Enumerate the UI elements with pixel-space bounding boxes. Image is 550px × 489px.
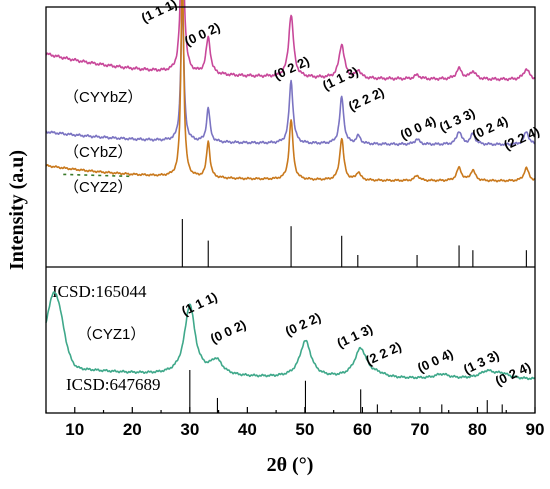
x-tick-label: 90: [526, 420, 545, 439]
series-accent: [63, 173, 133, 178]
x-tick-label: 20: [123, 420, 142, 439]
series-label: （CYZ2）: [64, 179, 132, 196]
x-tick-label: 10: [65, 420, 84, 439]
series-line: [45, 291, 536, 381]
miller-index-label: (0 2 2): [283, 310, 323, 339]
x-tick-label: 80: [468, 420, 487, 439]
x-axis: 10 20 30 40 50 60 70 80 90: [45, 407, 545, 439]
miller-index-label: (0 2 2): [271, 53, 311, 82]
series-line: [45, 0, 536, 183]
miller-index-label: (1 1 1): [139, 0, 179, 25]
miller-index-label: (0 0 4): [398, 113, 438, 142]
plot-area: （CYYbZ）（CYbZ）（CYZ2）ICSD:165044(1 1 1)(0 …: [45, 0, 542, 413]
miller-index-label: (1 1 3): [320, 64, 360, 93]
plot-frame: [45, 6, 536, 414]
reference-label: ICSD:647689: [66, 375, 160, 394]
series-label: （CYZ1）: [77, 326, 145, 343]
miller-index-label: (2 2 2): [363, 339, 403, 368]
x-tick-label: 60: [353, 420, 372, 439]
miller-index-label: (1 1 3): [335, 321, 375, 350]
miller-index-label: (0 2 4): [493, 359, 533, 388]
miller-index-label: (0 0 4): [415, 346, 455, 375]
miller-index-label: (2 2 2): [346, 84, 386, 113]
miller-index-label: (1 1 1): [179, 289, 219, 318]
miller-index-label: (0 0 2): [182, 19, 222, 48]
x-tick-label: 50: [295, 420, 314, 439]
series-label: （CYbZ）: [64, 144, 132, 161]
series-line: [45, 0, 536, 82]
x-tick-label: 30: [180, 420, 199, 439]
x-tick-label: 70: [410, 420, 429, 439]
x-tick-label: 40: [238, 420, 257, 439]
series-label: （CYYbZ）: [64, 89, 142, 106]
reference-label: ICSD:165044: [52, 282, 147, 301]
series-line: [45, 0, 536, 147]
x-axis-title: 2θ (°): [267, 454, 314, 476]
miller-index-label: (0 0 2): [208, 317, 248, 346]
y-axis-title: Intensity (a.u): [6, 150, 28, 270]
